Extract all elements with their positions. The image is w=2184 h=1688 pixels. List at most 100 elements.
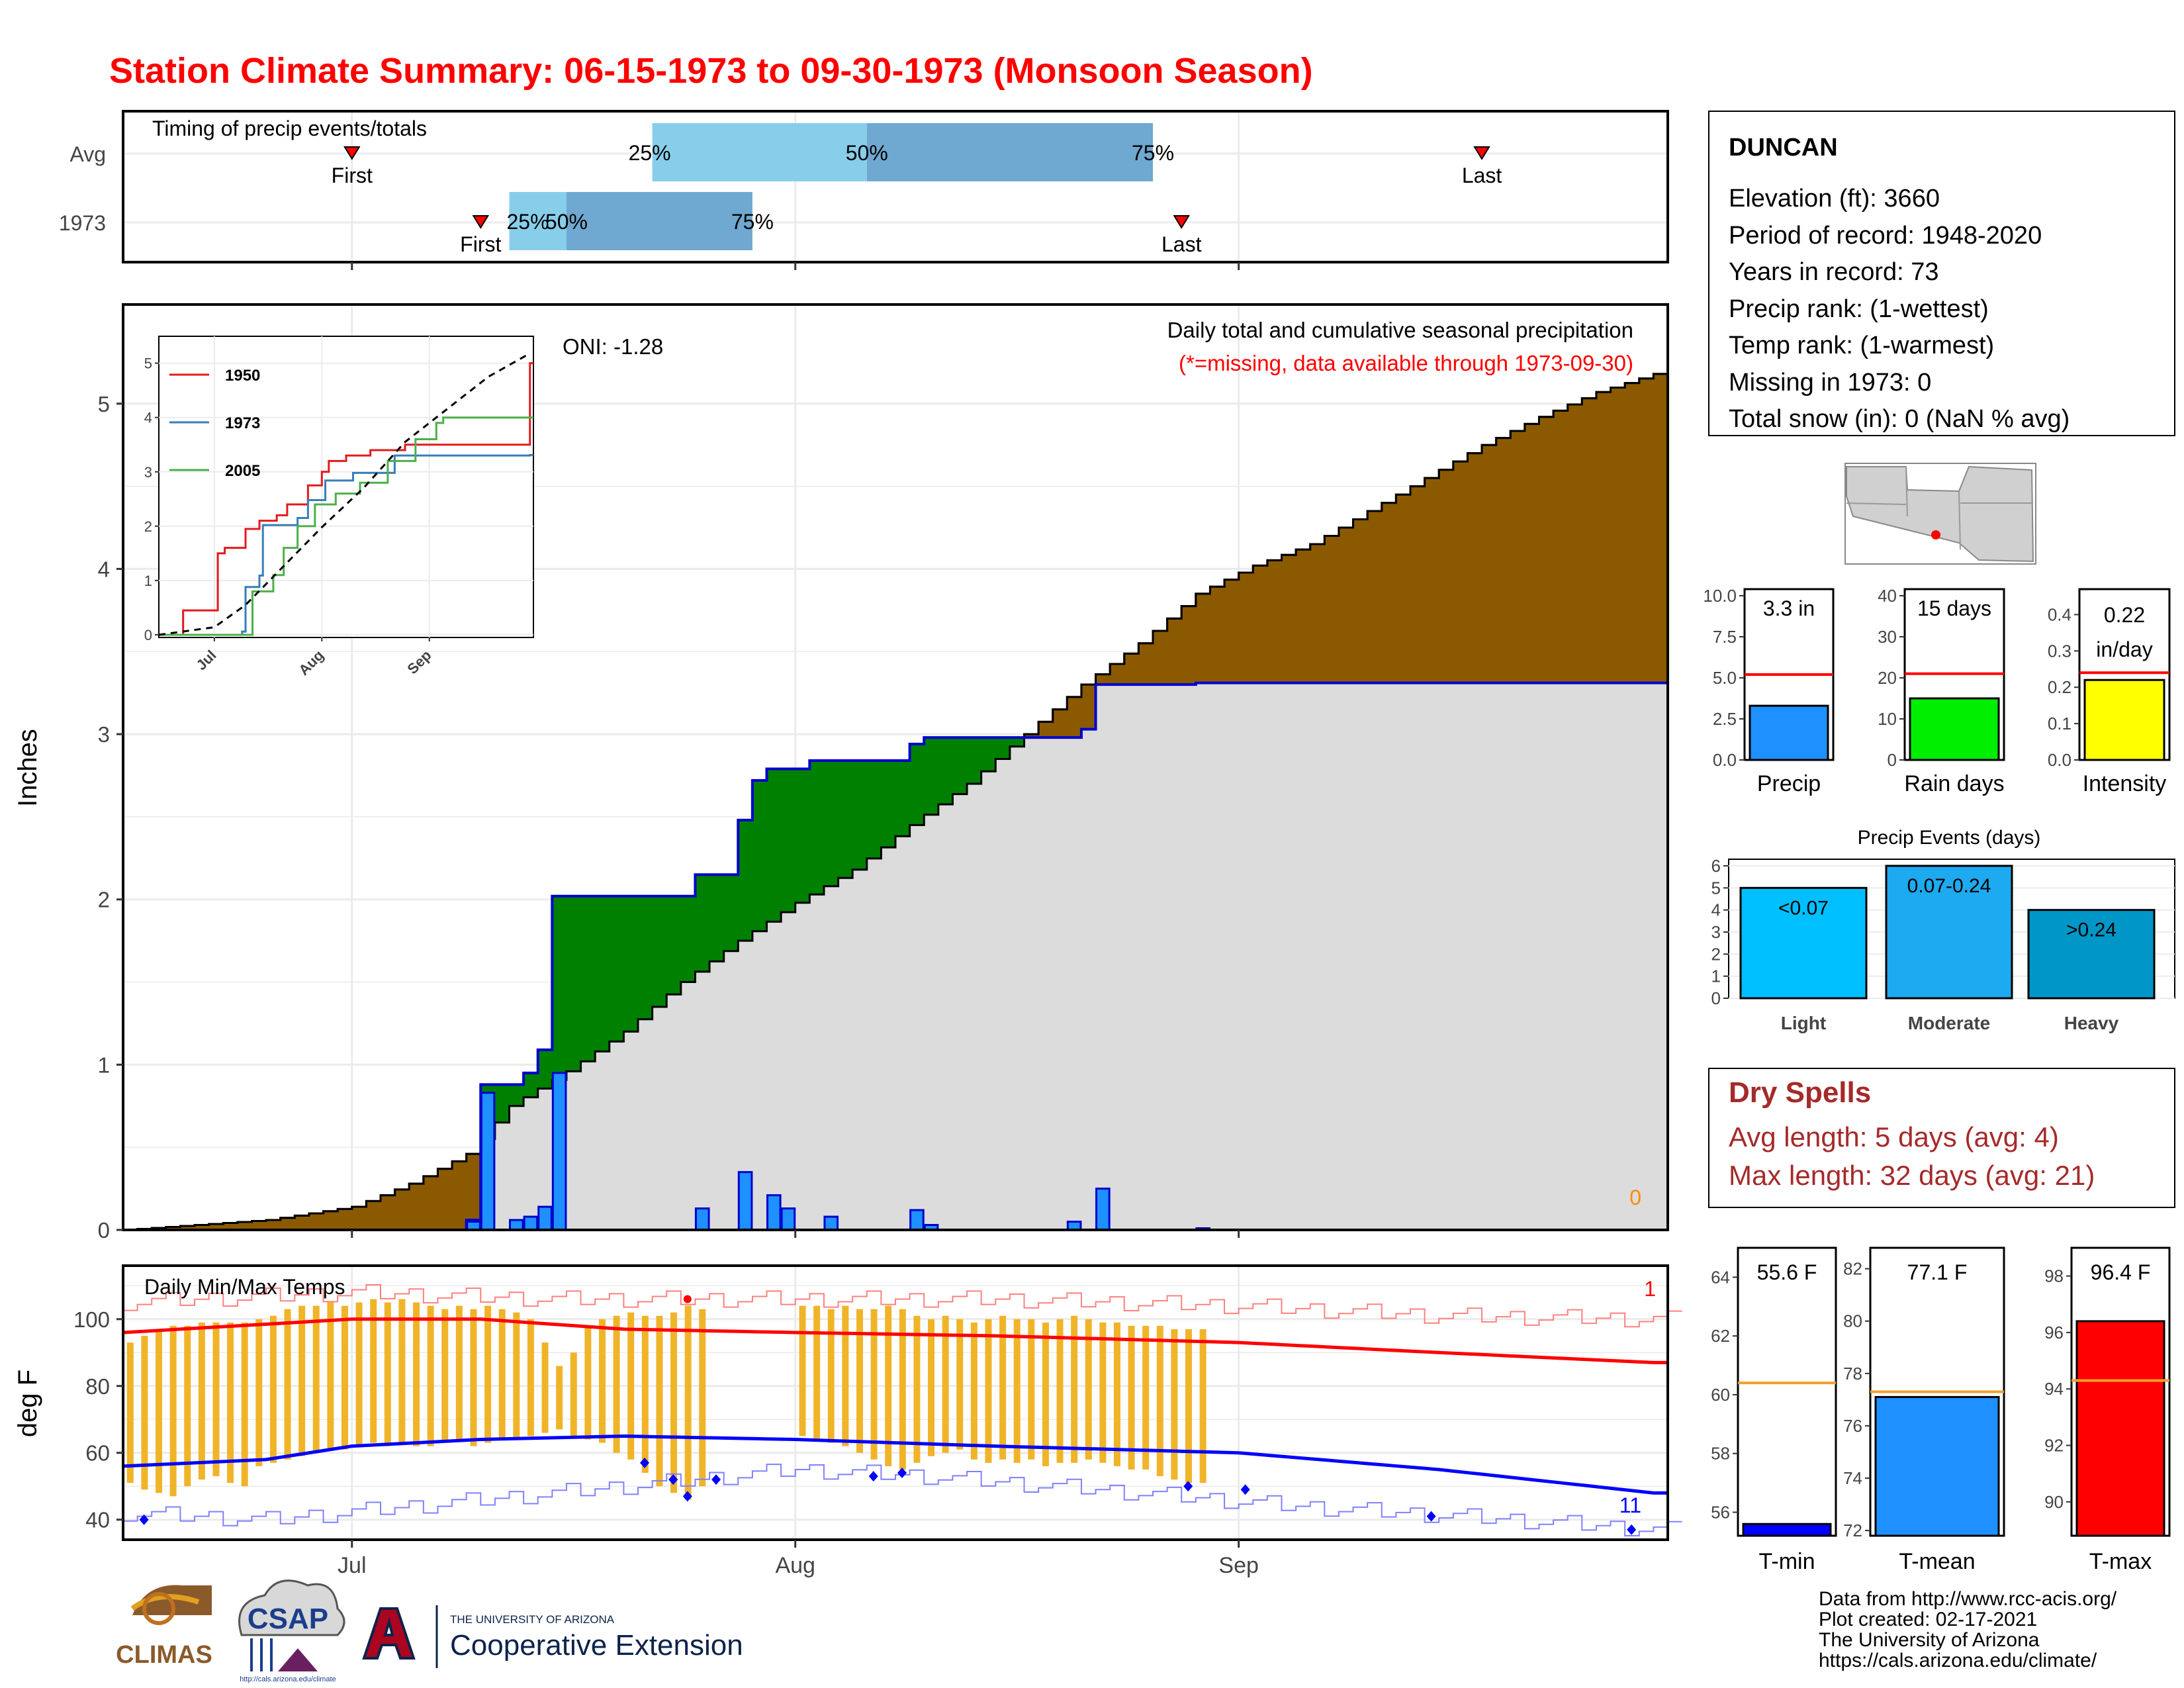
timing-q50-label: 50% [846,141,888,165]
mini-bar-tick-label: 0.1 [2048,714,2071,733]
daily-temp-range-bar [212,1322,220,1477]
daily-temp-range-bar [584,1325,592,1440]
temp-bar-value [1874,1395,2000,1537]
temp-bar-category-label: T-min [1759,1549,1815,1574]
daily-temp-range-bar [312,1305,320,1453]
daily-precip-bar [480,1092,496,1231]
daily-temp-range-bar [198,1322,205,1480]
daily-temp-range-bar [956,1319,964,1450]
dry-spells-title: Dry Spells [1729,1076,1871,1109]
daily-temp-range-bar [1113,1322,1120,1466]
timing-row-label-avg: Avg [69,142,106,166]
surplus-segment [881,761,896,848]
mini-bar-category-label: Precip [1757,771,1821,796]
temp-bar-frame [1737,1246,1837,1537]
temp-bar-value-label: 96.4 F [2091,1260,2151,1284]
observed-cumulative-area [123,682,1668,1230]
temp-bar-tick-label: 94 [2044,1379,2064,1399]
csap-logo-text: CSAP [248,1603,328,1635]
avg-cumulative-line [123,373,1668,1231]
surplus-segment [666,896,682,995]
surplus-segment [566,896,582,1072]
surplus-segment [537,1049,553,1089]
daily-temp-range-bar [298,1305,306,1456]
surplus-segment [680,896,696,982]
mini-bar-tick-label: 0.4 [2048,604,2071,624]
station-line: Missing in 1973: 0 [1729,369,1931,397]
ua-logo: THE UNIVERSITY OF ARIZONA Cooperative Ex… [362,1605,743,1668]
daily-precip-bar [1095,1188,1111,1231]
temp-summary-bars: 56 58 60 62 64 55.6 F T-min 72 74 76 78 80 82 77.1 F T… [1711,1246,2171,1574]
daily-temp-range-bar [1199,1329,1206,1483]
timing-q75-label: 75% [1132,141,1174,165]
record-min-marker [1240,1484,1250,1495]
inset-ytick-label: 0 [144,627,152,643]
events-bar-label: >0.24 [2066,919,2116,941]
surplus-segment [967,737,982,784]
daily-temp-range-bar [913,1315,921,1463]
temp-bar-tick-label: 58 [1711,1444,1730,1464]
temp-xtick-label: Aug [775,1553,815,1578]
daily-temp-range-bar [126,1342,134,1483]
timing-q25-label: 25% [629,141,671,165]
surplus-segment [895,761,911,837]
temp-bar-tick-label: 74 [1843,1468,1862,1488]
precip-ytick-label: 5 [98,392,110,416]
temp-bar-tick-label: 82 [1843,1259,1862,1279]
surplus-segment [981,737,996,772]
timing-q75-label: 75% [731,210,774,234]
record-min-marker [668,1474,678,1485]
record-min-marker [897,1468,907,1479]
daily-temp-range-bar [484,1305,492,1443]
daily-temp-range-bar [856,1309,863,1453]
mini-bar-tick-label: 0.0 [2048,750,2071,770]
temp-bar-tick-label: 62 [1711,1326,1730,1346]
mini-bar-tick-label: 2.5 [1713,709,1737,729]
inset-series-line [159,453,533,636]
daily-precip-bar [523,1215,539,1231]
temp-bar-value [1742,1523,1832,1537]
precip-ytick-label: 0 [98,1218,110,1243]
temp-panel-title: Daily Min/Max Temps [144,1275,345,1299]
daily-temp-range-bar [1128,1325,1135,1470]
mini-bar-tick-label: 40 [1878,586,1897,606]
ua-big-text: Cooperative Extension [450,1629,743,1662]
daily-temp-range-bar [498,1309,506,1440]
precip-ytick-label: 1 [98,1053,110,1077]
events-category-label: Moderate [1908,1013,1990,1033]
inset-ytick-label: 1 [144,573,152,589]
precip-y-axis-label: Inches [13,729,42,807]
climas-logo: CLIMAS [116,1585,212,1669]
daily-temp-range-bar [1185,1329,1193,1483]
credit-line: The University of Arizona [1819,1629,2040,1651]
temp-bar-tick-label: 92 [2044,1436,2064,1456]
precip-ytick-label: 4 [98,557,110,581]
mini-bar-tick-label: 30 [1878,627,1897,647]
daily-temp-range-bar [827,1309,835,1443]
temp-bar-tick-label: 56 [1711,1502,1730,1522]
surplus-segment [995,737,1011,759]
station-name: DUNCAN [1729,134,1838,162]
daily-precip-bar [551,1072,567,1231]
surplus-segment [552,896,567,1080]
record-max-count: 1 [1644,1277,1656,1301]
daily-temp-range-bar [1085,1319,1092,1460]
surplus-segment [952,737,968,794]
record-min-marker [1426,1511,1436,1522]
mini-bar-category-label: Rain days [1904,771,2004,796]
record-min-marker [682,1491,692,1502]
daily-precip-bar [766,1194,782,1231]
oni-label: ONI: -1.28 [563,334,663,359]
daily-temp-range-bar [1042,1322,1049,1466]
timing-panel-title: Timing of precip events/totals [152,117,427,140]
surplus-segment [938,737,953,805]
timing-q25-label: 25% [507,210,549,234]
station-line: Elevation (ft): 3660 [1729,185,1940,212]
temp-ytick-label: 80 [85,1374,110,1399]
surplus-segment [709,874,725,962]
daily-precip-bar [823,1215,839,1231]
temp-bar-value [2075,1320,2165,1537]
